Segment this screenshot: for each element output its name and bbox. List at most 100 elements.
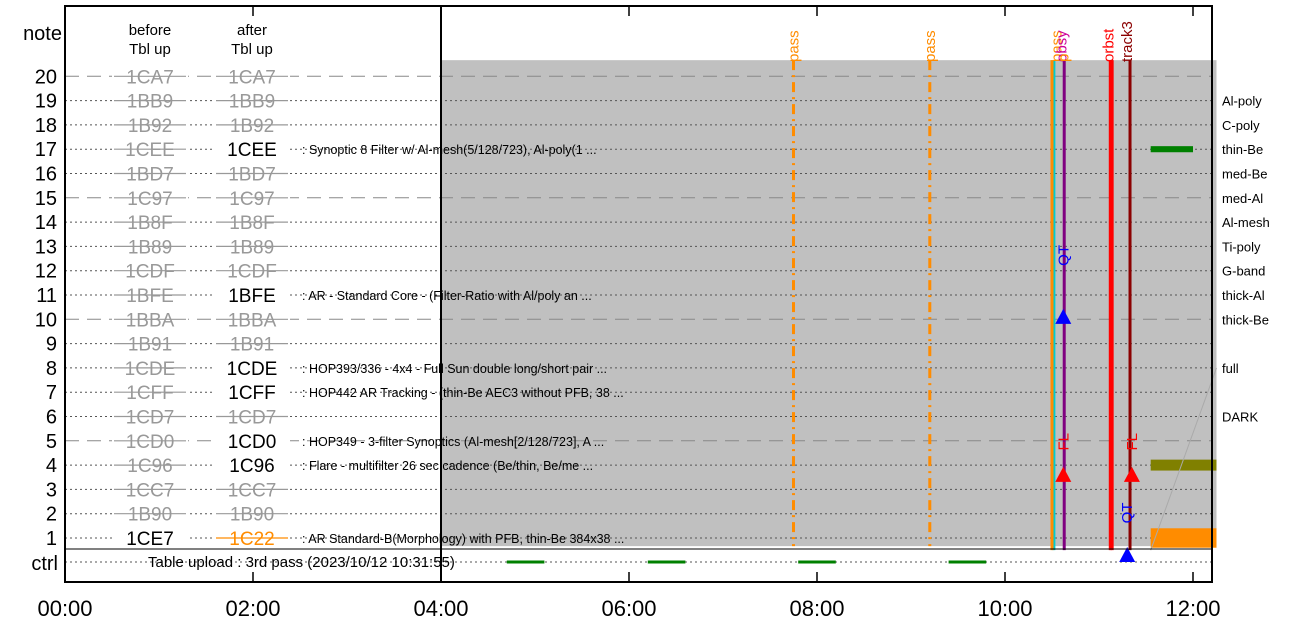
x-tick-label: 02:00 (225, 596, 280, 621)
marker-label: FL (1055, 433, 1072, 451)
before-code: 1BFE (126, 286, 174, 307)
x-tick-label: 08:00 (789, 596, 844, 621)
row-description: : HOP349 - 3-filter Synoptics (Al-mesh[2… (302, 435, 604, 449)
marker-triangle (1119, 547, 1136, 563)
after-code: 1BD7 (228, 165, 276, 186)
after-code: 1B8F (229, 213, 274, 234)
x-tick-label: 10:00 (977, 596, 1032, 621)
filter-label: full (1222, 361, 1239, 376)
row-number: 6 (46, 407, 57, 429)
row-description: : AR Standard-B(Morphology) with PFB, th… (302, 532, 624, 546)
after-code: 1BB9 (229, 92, 275, 113)
before-code: 1C97 (127, 189, 172, 210)
before-code: 1B89 (128, 237, 172, 258)
table-upload-text: Table upload : 3rd pass (2023/10/12 10:3… (148, 554, 455, 571)
row-number: 8 (46, 358, 57, 380)
event-label: p (1055, 54, 1072, 62)
before-code-bg (112, 529, 188, 547)
after-code: 1BBA (228, 310, 277, 331)
before-code: 1CDE (125, 359, 176, 380)
after-code: 1CD7 (228, 408, 277, 429)
row-description: : HOP393/336 - 4x4 - Full Sun double lon… (302, 362, 607, 376)
after-code: 1CD0 (228, 432, 277, 453)
filter-label: thin-Be (1222, 142, 1263, 157)
event-label: obsy (1053, 30, 1070, 62)
filter-label: Ti-poly (1222, 239, 1261, 254)
row-number: 14 (35, 212, 57, 234)
row-number: 2 (46, 504, 57, 526)
row-number: 17 (35, 139, 57, 161)
filter-label: DARK (1222, 410, 1258, 425)
before-code: 1B90 (128, 505, 172, 526)
row-number: 7 (46, 382, 57, 404)
row-number: 5 (46, 431, 57, 453)
diagonal-line (1150, 367, 1217, 551)
filter-label: med-Be (1222, 167, 1268, 182)
after-code: 1BFE (228, 286, 276, 307)
plot-frame (64, 5, 1213, 583)
row-description: : Synoptic 8 Filter w/ Al-mesh(5/128/723… (302, 143, 597, 157)
after-code: 1C96 (229, 456, 274, 477)
filter-label: thick-Be (1222, 312, 1269, 327)
right-bar (1150, 459, 1217, 471)
header: note before Tbl up after Tbl up ctrl (23, 22, 273, 575)
row-number: 15 (35, 188, 57, 210)
ctrl-label: ctrl (31, 553, 58, 575)
row-number: 16 (35, 164, 57, 186)
filter-label: G-band (1222, 264, 1265, 279)
after-code-bg (214, 456, 290, 475)
row-description: : HOP442 AR Tracking - (thin-Be AEC3 wit… (302, 386, 624, 400)
row-number: 4 (46, 455, 57, 477)
marker-triangle (1123, 466, 1140, 482)
note-header: note (23, 23, 62, 45)
after-code-bg (214, 431, 290, 450)
row-number: 1 (46, 528, 57, 550)
row-number: 3 (46, 479, 57, 501)
marker-triangle (1055, 466, 1072, 482)
after-code: 1CA7 (228, 67, 276, 88)
before-code: 1B8F (127, 213, 172, 234)
before-code: 1BB9 (127, 92, 173, 113)
marker-triangle (1055, 308, 1072, 324)
row-number: 19 (35, 91, 57, 113)
after-code-bg (214, 286, 290, 304)
before-code: 1CE7 (126, 529, 174, 550)
before-code: 1B91 (128, 335, 172, 356)
before-code: 1C96 (127, 456, 172, 477)
after-code: 1B90 (230, 505, 274, 526)
row-number: 18 (35, 115, 57, 137)
filter-label: thick-Al (1222, 288, 1265, 303)
x-tick-label: 12:00 (1165, 596, 1220, 621)
after-code: 1C22 (229, 529, 274, 550)
shaded-window (441, 60, 1217, 547)
x-tick-label: 04:00 (413, 596, 468, 621)
after-code-bg (214, 140, 290, 159)
before-code: 1BBA (126, 310, 175, 331)
before-code: 1CD7 (126, 408, 175, 429)
x-axis: 00:00 02:00 04:00 06:00 08:00 10:00 12:00 (37, 6, 1221, 621)
x-tick-label: 06:00 (601, 596, 656, 621)
before-code: 1CA7 (126, 67, 174, 88)
after-code-bg (214, 383, 290, 402)
after-code: 1CDF (227, 262, 277, 283)
event-label: orbst (1100, 28, 1117, 62)
before-code: 1CEE (125, 140, 175, 161)
x-tick-label: 00:00 (37, 596, 92, 621)
after-code: 1B92 (230, 116, 274, 137)
after-code: 1B89 (230, 237, 274, 258)
row-number: 10 (35, 309, 57, 331)
before-code: 1BD7 (126, 165, 174, 186)
pass-label: pass (786, 30, 803, 62)
row-number: 13 (35, 236, 57, 258)
marker-label: QT (1119, 503, 1136, 524)
event-label: pass (1049, 30, 1066, 62)
before-code: 1CFF (126, 383, 174, 404)
row-description: : AR - Standard Core - (Filter-Ratio wit… (302, 289, 592, 303)
filter-label: med-Al (1222, 191, 1263, 206)
after-header-line2: Tbl up (231, 41, 273, 58)
before-code: 1CD0 (126, 432, 175, 453)
after-code: 1C97 (229, 189, 274, 210)
before-code: 1CDF (125, 262, 175, 283)
